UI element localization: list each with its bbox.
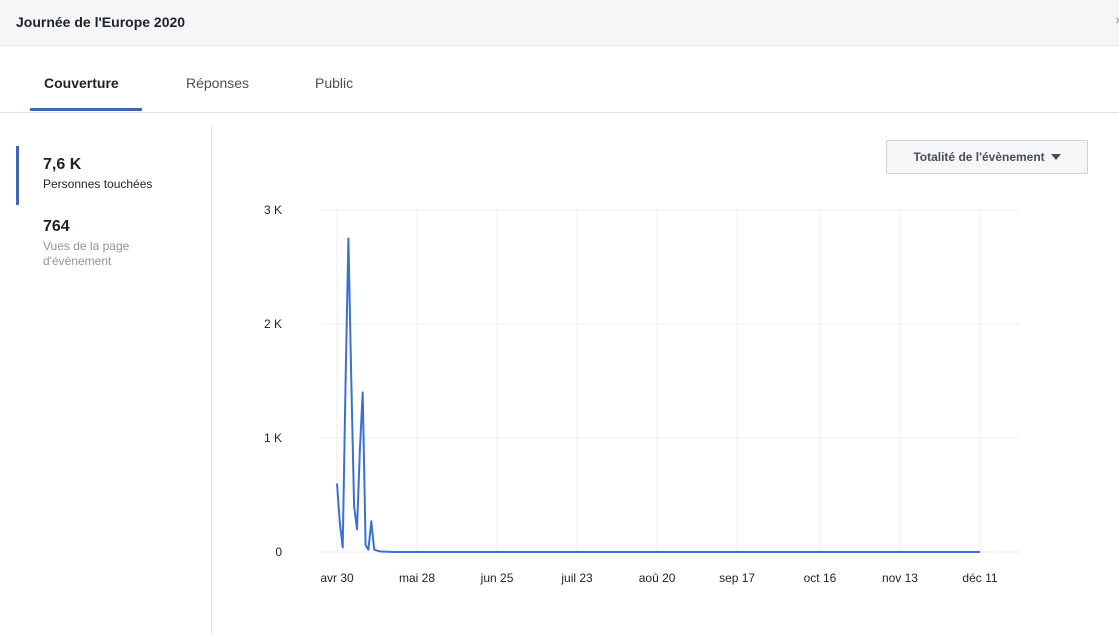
dialog-header: Journée de l'Europe 2020 × xyxy=(0,0,1119,46)
metric-label: Vues de la page d'évènement xyxy=(43,239,130,268)
x-tick-label: nov 13 xyxy=(882,571,918,585)
event-title: Journée de l'Europe 2020 xyxy=(16,14,186,30)
y-tick-label: 1 K xyxy=(264,431,282,445)
tab-public[interactable]: Public xyxy=(315,75,354,91)
x-tick-label: aoû 20 xyxy=(639,571,676,585)
metric-label: Personnes touchées xyxy=(43,177,153,191)
x-tick-label: avr 30 xyxy=(320,571,354,585)
metric-value: 764 xyxy=(43,218,70,235)
y-tick-label: 3 K xyxy=(264,203,282,217)
x-tick-label: juil 23 xyxy=(560,571,593,585)
tab-reponses[interactable]: Réponses xyxy=(186,75,250,91)
caret-down-icon xyxy=(1050,154,1061,160)
series-line xyxy=(336,237,980,553)
metric-people-reached[interactable]: 7,6 K Personnes touchées xyxy=(43,156,203,192)
metric-value: 7,6 K xyxy=(43,156,82,173)
active-tab-indicator xyxy=(30,108,142,111)
x-tick-label: sep 17 xyxy=(719,571,755,585)
x-tick-label: mai 28 xyxy=(399,571,435,585)
close-icon[interactable]: × xyxy=(1114,12,1119,28)
reach-line-chart: 0 1 K 2 K 3 K avr 30 mai 28 jun 25 juil 23 aoû 2… xyxy=(264,203,1020,585)
x-tick-label: oct 16 xyxy=(804,571,837,585)
date-range-dropdown[interactable]: Totalité de l'évènement xyxy=(886,140,1088,174)
x-tick-label: jun 25 xyxy=(480,571,514,585)
y-tick-label: 2 K xyxy=(264,317,282,331)
x-tick-label: déc 11 xyxy=(962,571,997,585)
selected-metric-indicator xyxy=(16,146,19,205)
tab-couverture[interactable]: Couverture xyxy=(44,75,119,91)
y-tick-label: 0 xyxy=(275,545,282,559)
metric-page-views[interactable]: 764 Vues de la page d'évènement xyxy=(43,218,203,269)
tab-bar: Couverture Réponses Public xyxy=(0,46,1119,113)
panel-divider xyxy=(211,126,212,636)
dropdown-label: Totalité de l'évènement xyxy=(913,150,1045,164)
